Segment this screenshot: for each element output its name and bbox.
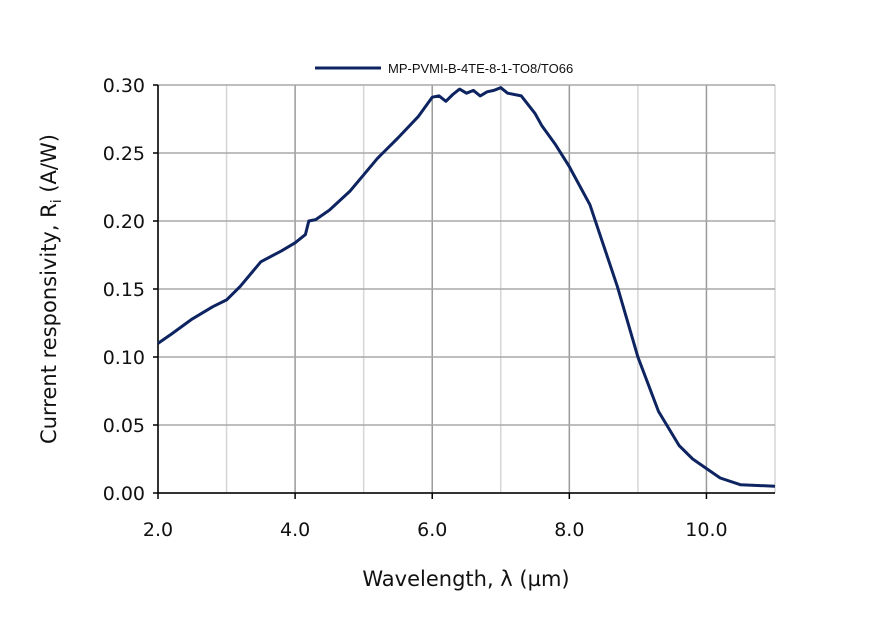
y-axis-label-unit: (A/W): [37, 134, 61, 199]
x-tick-label: 6.0: [417, 519, 447, 541]
legend-label: MP-PVMI-B-4TE-8-1-TO8/TO66: [388, 61, 573, 76]
y-tick-label: 0.10: [103, 347, 145, 369]
x-axis-label: Wavelength, λ (µm): [362, 567, 569, 591]
y-axis-label-subscript: i: [49, 199, 65, 203]
y-tick-label: 0.15: [103, 279, 145, 301]
y-tick-label: 0.20: [103, 211, 145, 233]
legend: MP-PVMI-B-4TE-8-1-TO8/TO66: [315, 61, 573, 76]
series-line: [157, 86, 776, 488]
x-tick-label: 10.0: [685, 519, 727, 541]
grid: [157, 84, 776, 494]
ticks: 2.0 4.0 6.0 8.0 10.0 0.00 0.05 0.10 0.15 0.20 0.25…: [103, 75, 728, 541]
y-tick-label: 0.05: [103, 415, 145, 437]
y-tick-label: 0.25: [103, 143, 145, 165]
y-axis-label-main: Current responsivity, R: [37, 203, 61, 444]
y-axis-label: Current responsivity, Ri (A/W): [37, 134, 65, 444]
x-tick-label: 2.0: [143, 519, 173, 541]
y-tick-label: 0.30: [103, 75, 145, 97]
x-tick-label: 4.0: [280, 519, 310, 541]
y-tick-label: 0.00: [103, 483, 145, 505]
x-tick-label: 8.0: [554, 519, 584, 541]
